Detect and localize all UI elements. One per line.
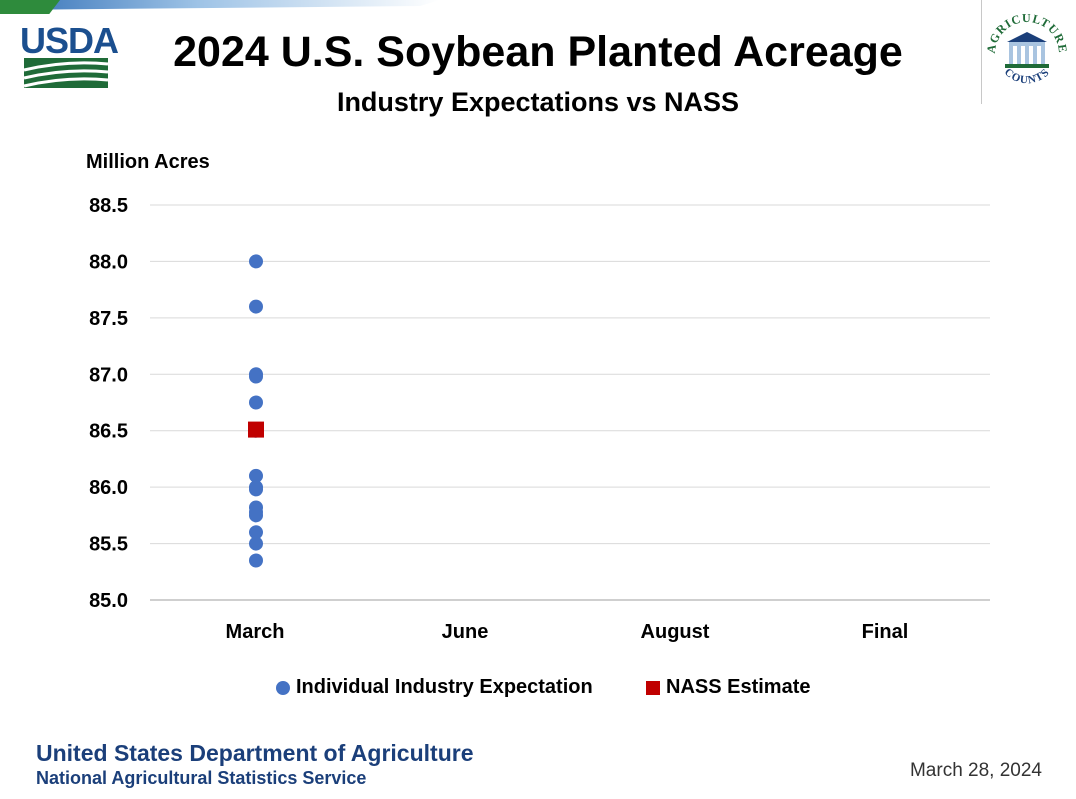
usda-logo-text: USDA xyxy=(20,20,119,61)
legend-item-nass: NASS Estimate xyxy=(646,676,811,699)
legend-circle-icon xyxy=(276,680,290,695)
industry-expectation-point xyxy=(249,553,263,568)
footer-date: March 28, 2024 xyxy=(909,760,1042,781)
y-tick-label: 87.5 xyxy=(89,308,128,330)
footer-service: National Agricultural Statistics Service xyxy=(36,768,367,788)
industry-expectation-point xyxy=(249,525,263,540)
scatter-chart: 88.5 88.0 87.5 87.0 86.5 86.0 85.5 85.0 March Ju… xyxy=(89,195,990,643)
nass-estimate-point xyxy=(248,421,264,438)
legend-label-nass: NASS Estimate xyxy=(666,676,811,698)
usda-logo-swoosh-icon xyxy=(23,58,109,88)
header-divider xyxy=(981,0,982,104)
industry-expectation-point xyxy=(249,254,263,269)
industry-expectation-point xyxy=(249,369,263,384)
industry-expectation-point xyxy=(249,536,263,551)
y-tick-label: 88.5 xyxy=(89,195,128,217)
x-category-label: March xyxy=(226,621,285,643)
chart-legend: Individual Industry Expectation NASS Est… xyxy=(0,676,1076,704)
x-category-label: August xyxy=(641,621,710,643)
seal-bottom-text: COUNTS xyxy=(1002,66,1051,86)
footer-department: United States Department of Agriculture xyxy=(36,740,474,766)
gridlines xyxy=(150,204,990,601)
legend-square-icon xyxy=(646,680,660,695)
y-tick-label: 86.0 xyxy=(89,477,128,499)
legend-label-industry: Individual Industry Expectation xyxy=(296,676,593,698)
industry-expectation-point xyxy=(249,395,263,410)
chart-subtitle: Industry Expectations vs NASS xyxy=(336,87,740,117)
x-category-label: Final xyxy=(862,621,909,643)
legend-item-industry: Individual Industry Expectation xyxy=(276,676,593,699)
y-axis-ticks: 88.5 88.0 87.5 87.0 86.5 86.0 85.5 85.0 xyxy=(89,195,128,612)
industry-expectation-point xyxy=(249,468,263,483)
y-tick-label: 88.0 xyxy=(89,251,128,273)
x-axis-categories: March June August Final xyxy=(226,621,909,643)
y-tick-label: 85.5 xyxy=(89,534,128,556)
chart-title: 2024 U.S. Soybean Planted Acreage xyxy=(173,28,903,76)
y-axis-label: Million Acres xyxy=(86,151,210,173)
header-band xyxy=(0,0,440,14)
y-tick-label: 85.0 xyxy=(89,590,128,612)
svg-text:COUNTS: COUNTS xyxy=(1002,66,1052,86)
usda-logo: USDA xyxy=(20,20,119,88)
y-tick-label: 86.5 xyxy=(89,421,128,443)
data-points xyxy=(248,254,264,568)
industry-expectation-point xyxy=(249,482,263,497)
agriculture-counts-seal-icon: AGRICULTURE COUNTS xyxy=(984,11,1069,92)
x-category-label: June xyxy=(442,621,489,643)
y-tick-label: 87.0 xyxy=(89,364,128,386)
industry-expectation-point xyxy=(249,508,263,523)
industry-expectation-point xyxy=(249,299,263,314)
